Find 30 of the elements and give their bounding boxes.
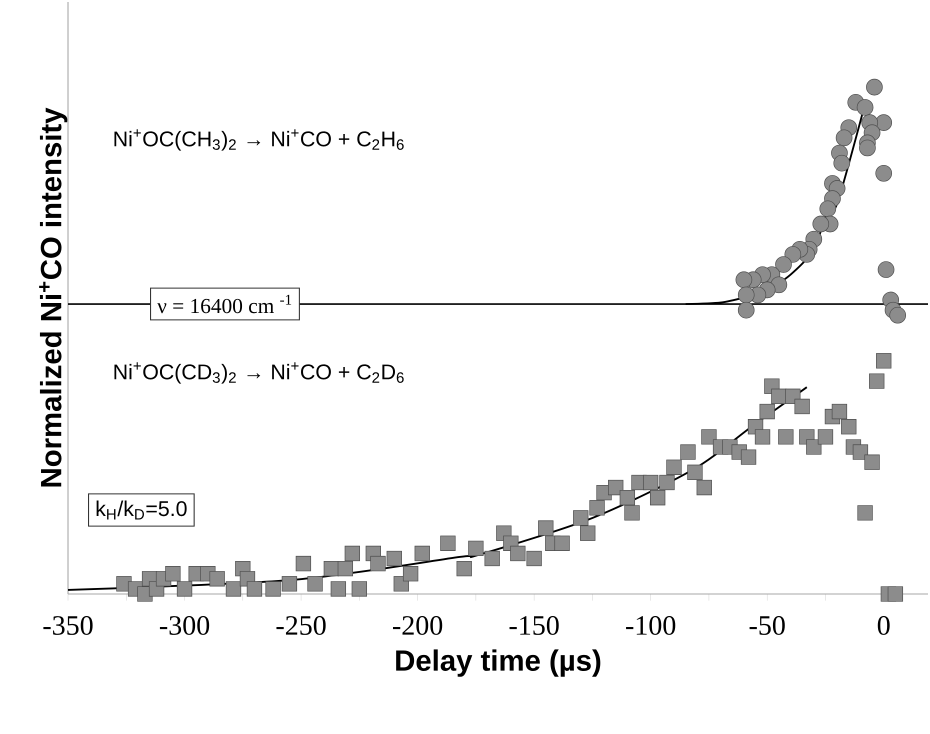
point — [736, 271, 752, 288]
point — [738, 302, 755, 318]
text: Ni$^{+}$OC(CH$_{3}$)$_{2}$ → Ni$^{+}$CO + C$_{2}$H$_{6}$ — [114, 129, 404, 151]
x-tick-label: -300 — [160, 616, 210, 635]
point — [875, 114, 892, 131]
point — [859, 140, 876, 156]
point — [819, 200, 836, 218]
point — [866, 78, 883, 96]
point — [738, 286, 755, 304]
text: Ni$^{+}$OC(CD$_{3}$)$_{2}$ → Ni$^{+}$CO + C$_{2}$D$_{6}$ — [114, 362, 404, 384]
point — [812, 216, 830, 232]
point — [878, 261, 894, 278]
point — [875, 164, 892, 182]
x-tick-label: 0 — [878, 616, 890, 635]
annotation: ν = 16400 cm $^{-1}$ — [157, 294, 292, 314]
point — [833, 154, 850, 172]
point — [784, 246, 802, 263]
x-tick-label: -50 — [750, 616, 785, 635]
point — [889, 306, 906, 324]
annotation: k$_{H}$/k$_{D}$=5.0 — [96, 500, 187, 520]
x-tick-label: -150 — [510, 616, 559, 635]
x-tick-label: -200 — [392, 616, 442, 635]
x-axis-title: Delay time (µs) — [396, 649, 600, 677]
point — [775, 256, 792, 273]
x-tick-label: -100 — [626, 616, 676, 635]
y-axis-title: Normalized Ni$^{+}$CO intensity — [39, 108, 68, 487]
x-tick-label: -350 — [43, 616, 93, 635]
x-tick-label: -250 — [276, 616, 326, 635]
point — [856, 99, 874, 116]
point — [836, 129, 852, 146]
